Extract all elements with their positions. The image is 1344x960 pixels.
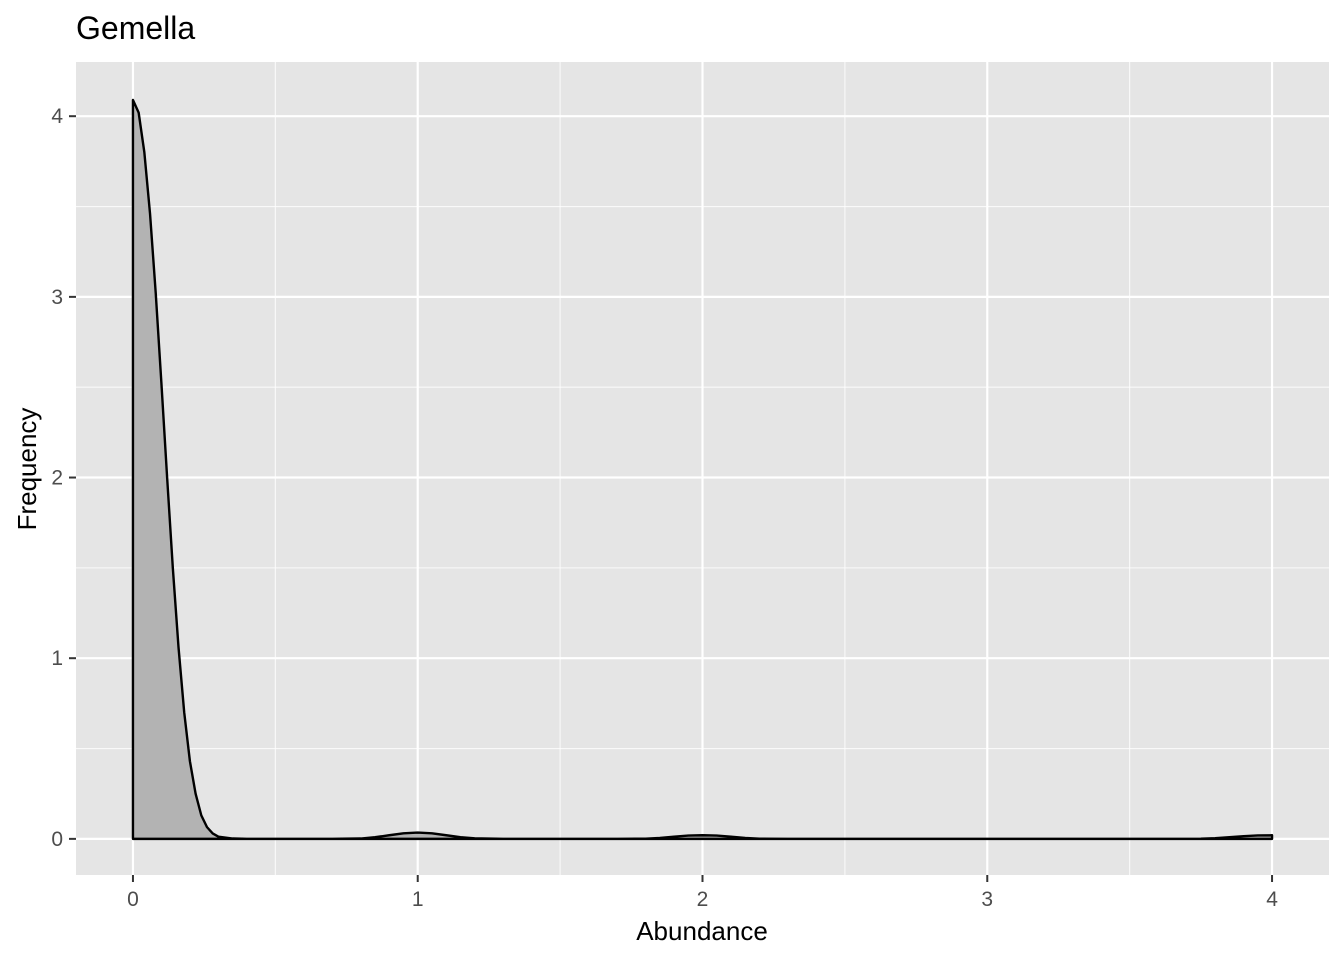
x-tick-label: 0	[127, 888, 139, 911]
x-tick-label: 1	[412, 888, 424, 911]
x-tick-label: 3	[981, 888, 993, 911]
density-line	[131, 98, 1274, 841]
y-tick-label: 3	[51, 286, 63, 309]
y-tick-label: 2	[51, 467, 63, 490]
y-tick-label: 0	[51, 828, 63, 851]
chart-title: Gemella	[76, 10, 195, 46]
y-tick-label: 1	[51, 647, 63, 670]
y-axis-title: Frequency	[12, 408, 42, 531]
x-axis-title: Abundance	[636, 916, 768, 946]
x-tick-label: 4	[1266, 888, 1278, 911]
y-tick-label: 4	[51, 105, 63, 128]
y-axis-ticks: 0 1 2 3 4	[51, 105, 76, 851]
x-tick-label: 2	[697, 888, 709, 911]
x-axis-ticks: 0 1 2 3 4	[127, 875, 1278, 911]
